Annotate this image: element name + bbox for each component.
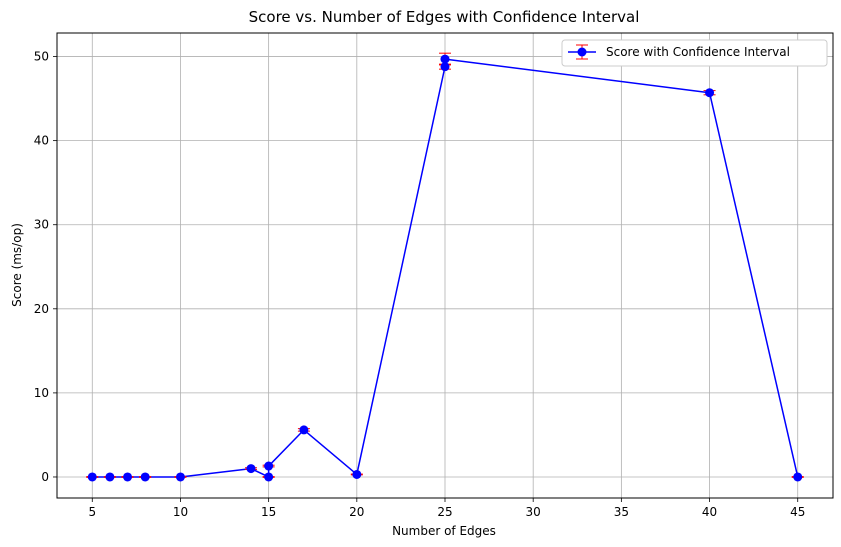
y-tick-label: 40 xyxy=(34,134,49,148)
y-axis-label: Score (ms/op) xyxy=(10,223,24,307)
data-point xyxy=(299,425,309,435)
grid xyxy=(57,33,833,498)
legend: Score with Confidence Interval xyxy=(561,39,828,67)
x-axis-label: Number of Edges xyxy=(392,524,496,538)
data-point xyxy=(352,469,362,479)
y-axis: 0 10 20 30 40 50 xyxy=(34,50,57,484)
data-point xyxy=(705,88,715,98)
data-point xyxy=(264,461,274,471)
data-point xyxy=(175,472,185,482)
x-tick-label: 15 xyxy=(261,505,276,519)
data-point xyxy=(246,464,256,474)
chart-title: Score vs. Number of Edges with Confidenc… xyxy=(249,8,640,26)
data-points xyxy=(87,54,803,482)
data-point xyxy=(87,472,97,482)
x-tick-label: 40 xyxy=(702,505,717,519)
y-tick-label: 30 xyxy=(34,218,49,232)
y-tick-label: 10 xyxy=(34,386,49,400)
data-point xyxy=(123,472,133,482)
data-point xyxy=(440,54,450,64)
x-tick-label: 25 xyxy=(437,505,452,519)
data-point xyxy=(140,472,150,482)
legend-marker xyxy=(577,47,587,57)
x-tick-label: 5 xyxy=(88,505,96,519)
x-tick-label: 45 xyxy=(790,505,805,519)
x-axis: 5 10 15 20 25 30 35 40 45 xyxy=(88,498,805,519)
data-point xyxy=(264,472,274,482)
data-point xyxy=(105,472,115,482)
legend-box xyxy=(561,39,828,67)
y-tick-label: 50 xyxy=(34,50,49,64)
x-tick-label: 20 xyxy=(349,505,364,519)
x-tick-label: 35 xyxy=(614,505,629,519)
data-point xyxy=(793,472,803,482)
y-tick-label: 20 xyxy=(34,302,49,316)
data-point xyxy=(440,62,450,72)
x-tick-label: 10 xyxy=(173,505,188,519)
legend-label: Score with Confidence Interval xyxy=(606,45,790,59)
y-tick-label: 0 xyxy=(41,470,49,484)
x-tick-label: 30 xyxy=(526,505,541,519)
